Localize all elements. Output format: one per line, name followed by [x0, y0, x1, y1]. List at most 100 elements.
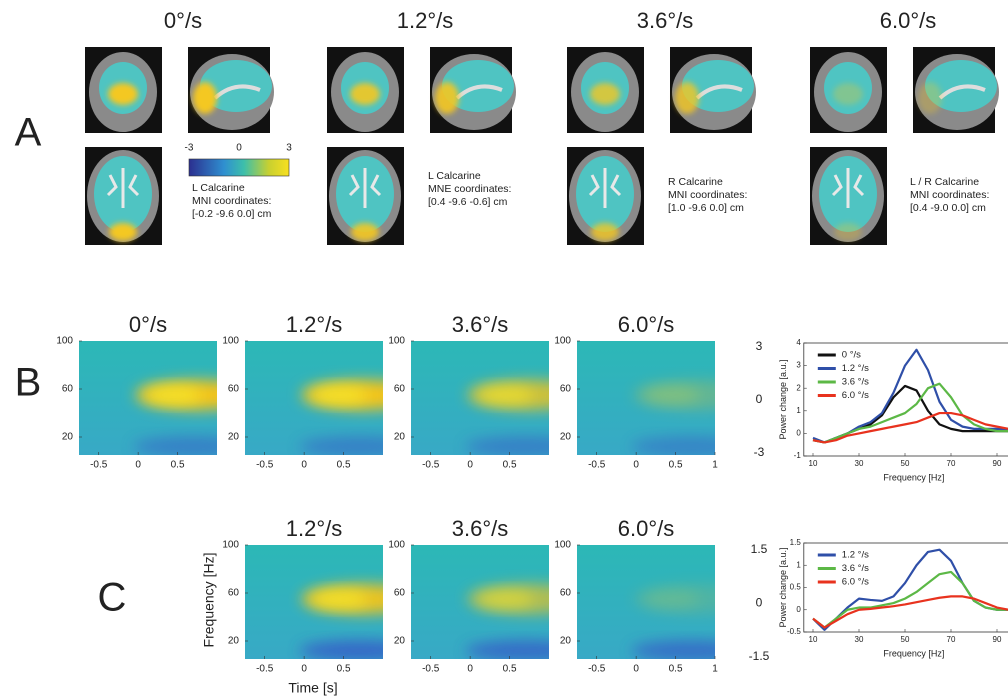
brain-activation: [193, 82, 217, 114]
x-axis-label: Frequency [Hz]: [883, 472, 944, 482]
condition-title: 3.6°/s: [637, 8, 694, 33]
heatmap-title: 1.2°/s: [286, 312, 343, 337]
brain-activation: [435, 82, 459, 114]
scale-label: 0: [756, 392, 763, 406]
heatmap-title: 6.0°/s: [618, 312, 675, 337]
colorbar-tick-label: 3: [286, 143, 292, 154]
x-tick-label: 0: [301, 460, 307, 471]
y-tick-label: 100: [222, 540, 239, 551]
legend-label: 6.0 °/s: [842, 577, 869, 588]
legend-label: 3.6 °/s: [842, 377, 869, 388]
x-tick-label: 0.5: [503, 460, 517, 471]
heatmap-core: [478, 590, 534, 608]
colorbar-tick-label: 0: [236, 143, 242, 154]
y-tick-label: 20: [62, 432, 74, 443]
heatmap-low: [631, 641, 751, 661]
legend-label: 3.6 °/s: [842, 563, 869, 574]
y-tick-label: 100: [388, 336, 405, 347]
x-tick-label: 30: [855, 459, 864, 468]
y-tick-label: -1: [794, 451, 802, 460]
scale-label: 0: [756, 596, 763, 610]
y-tick-label: 20: [228, 432, 240, 443]
x-tick-label: 30: [855, 635, 864, 644]
caption-line: [-0.2 -9.6 0.0] cm: [192, 208, 272, 220]
heatmap: 6.0°/s1006020-0.500.51: [554, 516, 757, 675]
heatmap-core: [312, 386, 368, 404]
heatmap-title: 3.6°/s: [452, 516, 509, 541]
scale-label: -3: [754, 445, 765, 459]
x-tick-label: 0: [633, 460, 639, 471]
x-tick-label: 1: [712, 460, 718, 471]
legend-label: 6.0 °/s: [842, 390, 869, 401]
x-tick-label: 90: [993, 635, 1002, 644]
y-tick-label: 1.5: [790, 538, 802, 547]
y-tick-label: 60: [560, 384, 572, 395]
condition: 3.6°/sR CalcarineMNI coordinates:[1.0 -9…: [567, 8, 756, 245]
brain-activation: [351, 223, 379, 241]
y-tick-label: 100: [222, 336, 239, 347]
x-tick-label: 50: [901, 459, 910, 468]
y-tick-label: -0.5: [787, 627, 801, 636]
heatmap-core: [644, 386, 700, 404]
y-tick-label: 2: [796, 383, 801, 392]
line-chart: -0.500.511.51030507090Frequency [Hz]Powe…: [778, 538, 1008, 658]
condition: 0°/s L CalcarineMNI coordinates:[-0.2 -9.…: [85, 8, 274, 245]
x-tick-label: -0.5: [588, 664, 606, 675]
brain-activation: [350, 83, 380, 105]
y-tick-label: 0.5: [790, 583, 802, 592]
panel-label: C: [98, 576, 127, 620]
legend-label: 0 °/s: [842, 350, 861, 361]
y-tick-label: 100: [554, 336, 571, 347]
x-tick-label: 10: [809, 635, 818, 644]
scale-label: 1.5: [751, 542, 768, 556]
brain-activation: [590, 83, 620, 105]
caption-line: L Calcarine: [192, 182, 245, 194]
y-tick-label: 60: [228, 384, 240, 395]
condition-title: 1.2°/s: [397, 8, 454, 33]
caption-line: [1.0 -9.6 0.0] cm: [668, 202, 744, 214]
caption-line: MNE coordinates:: [428, 183, 511, 195]
x-tick-label: 0: [633, 664, 639, 675]
y-tick-label: 100: [554, 540, 571, 551]
heatmap-title: 1.2°/s: [286, 516, 343, 541]
y-tick-label: 100: [56, 336, 73, 347]
y-tick-label: 60: [62, 384, 74, 395]
y-tick-label: 3: [796, 361, 801, 370]
x-tick-label: -0.5: [422, 460, 440, 471]
y-tick-label: 20: [394, 636, 406, 647]
caption-line: [0.4 -9.0 0.0] cm: [910, 202, 986, 214]
y-tick-label: 20: [228, 636, 240, 647]
heatmap-image: [577, 341, 757, 457]
x-tick-label: 0: [467, 664, 473, 675]
x-tick-label: 90: [993, 459, 1002, 468]
y-tick-label: 1: [796, 560, 801, 569]
condition: 6.0°/sL / R CalcarineMNI coordinates:[0.…: [810, 8, 999, 245]
figure: A B C Frequency [Hz] Time [s] -3030°/sL …: [0, 0, 1008, 699]
heatmap-core: [644, 590, 700, 608]
x-tick-label: -0.5: [256, 460, 274, 471]
x-tick-label: 10: [809, 459, 818, 468]
y-tick-label: 20: [560, 636, 572, 647]
x-tick-label: -0.5: [256, 664, 274, 675]
heatmap-title: 6.0°/s: [618, 516, 675, 541]
x-tick-label: -0.5: [90, 460, 108, 471]
condition-title: 0°/s: [164, 8, 202, 33]
panel-label: A: [15, 111, 42, 155]
heatmap-core: [146, 386, 202, 404]
scale-label: -1.5: [749, 649, 770, 663]
heatmap-title: 0°/s: [129, 312, 167, 337]
line-chart: -1012341030507090Frequency [Hz]Power cha…: [778, 338, 1008, 482]
heatmap-image: [577, 545, 757, 661]
brain-activation: [675, 82, 699, 114]
caption-line: MNI coordinates:: [192, 195, 271, 207]
x-tick-label: 0: [301, 664, 307, 675]
series-line: [813, 413, 1008, 442]
x-tick-label: 0.5: [337, 664, 351, 675]
x-axis-label: Frequency [Hz]: [883, 648, 944, 658]
x-tick-label: 1: [712, 664, 718, 675]
x-tick-label: 0.5: [669, 664, 683, 675]
caption-line: MNI coordinates:: [668, 189, 747, 201]
legend-label: 1.2 °/s: [842, 550, 869, 561]
caption-line: L / R Calcarine: [910, 176, 979, 188]
x-tick-label: 0.5: [669, 460, 683, 471]
